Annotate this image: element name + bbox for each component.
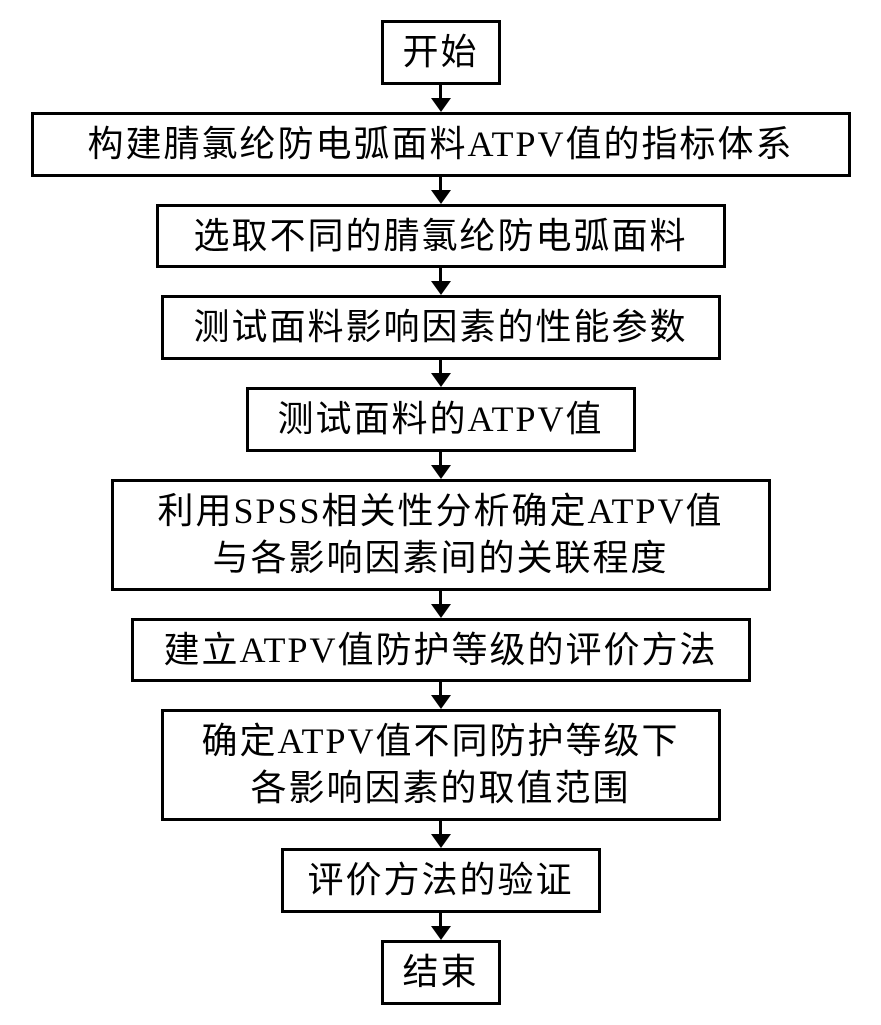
flow-node-step: 利用SPSS相关性分析确定ATPV值 与各影响因素间的关联程度 [111,479,771,591]
flow-node-step: 确定ATPV值不同防护等级下 各影响因素的取值范围 [161,709,721,821]
arrow-line [439,913,442,927]
arrow-line [439,268,442,282]
flow-arrow [431,452,451,479]
flow-arrow [431,85,451,112]
arrow-head-icon [431,465,451,479]
flow-node-step: 测试面料影响因素的性能参数 [161,295,721,360]
arrow-head-icon [431,604,451,618]
flow-node-end: 结束 [381,940,501,1005]
arrow-line [439,85,442,99]
flow-node-step: 建立ATPV值防护等级的评价方法 [131,618,751,683]
arrow-line [439,682,442,696]
arrow-head-icon [431,373,451,387]
arrow-head-icon [431,98,451,112]
flow-arrow [431,913,451,940]
arrow-line [439,360,442,374]
arrow-line [439,591,442,605]
arrow-head-icon [431,281,451,295]
flow-node-step: 评价方法的验证 [281,848,601,913]
arrow-head-icon [431,926,451,940]
arrow-head-icon [431,834,451,848]
flow-arrow [431,591,451,618]
arrow-head-icon [431,695,451,709]
flow-arrow [431,360,451,387]
flowchart-container: 开始 构建腈氯纶防电弧面料ATPV值的指标体系 选取不同的腈氯纶防电弧面料 测试… [0,0,881,1025]
flow-node-step: 选取不同的腈氯纶防电弧面料 [156,204,726,269]
flow-arrow [431,177,451,204]
flow-node-start: 开始 [381,20,501,85]
arrow-line [439,177,442,191]
flow-node-step: 构建腈氯纶防电弧面料ATPV值的指标体系 [31,112,851,177]
flow-arrow [431,682,451,709]
arrow-line [439,821,442,835]
flow-arrow [431,821,451,848]
flow-node-step: 测试面料的ATPV值 [246,387,636,452]
flow-arrow [431,268,451,295]
arrow-line [439,452,442,466]
arrow-head-icon [431,190,451,204]
